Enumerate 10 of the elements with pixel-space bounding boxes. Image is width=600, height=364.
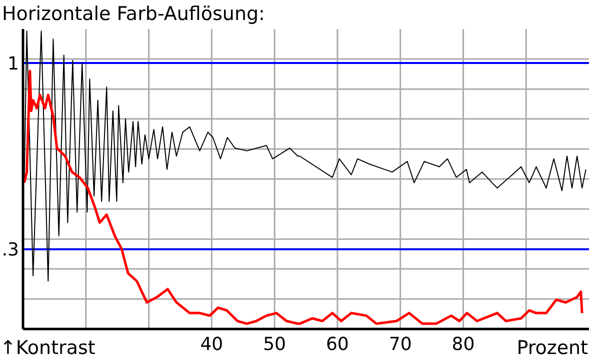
x-axis-title: Prozent <box>516 336 588 360</box>
x-tick-label: 60 <box>326 334 349 355</box>
ref-line-label: 1 <box>8 53 19 74</box>
x-tick-label: 70 <box>388 334 412 355</box>
y-axis-title: ↑Kontrast <box>0 336 96 360</box>
chart-title: Horizontale Farb-Auflösung: <box>2 2 265 26</box>
x-tick-label: 50 <box>263 334 286 355</box>
ref-line-label: .3 <box>2 240 19 261</box>
x-tick-label: 40 <box>200 334 224 355</box>
x-tick-label: 80 <box>452 334 475 355</box>
